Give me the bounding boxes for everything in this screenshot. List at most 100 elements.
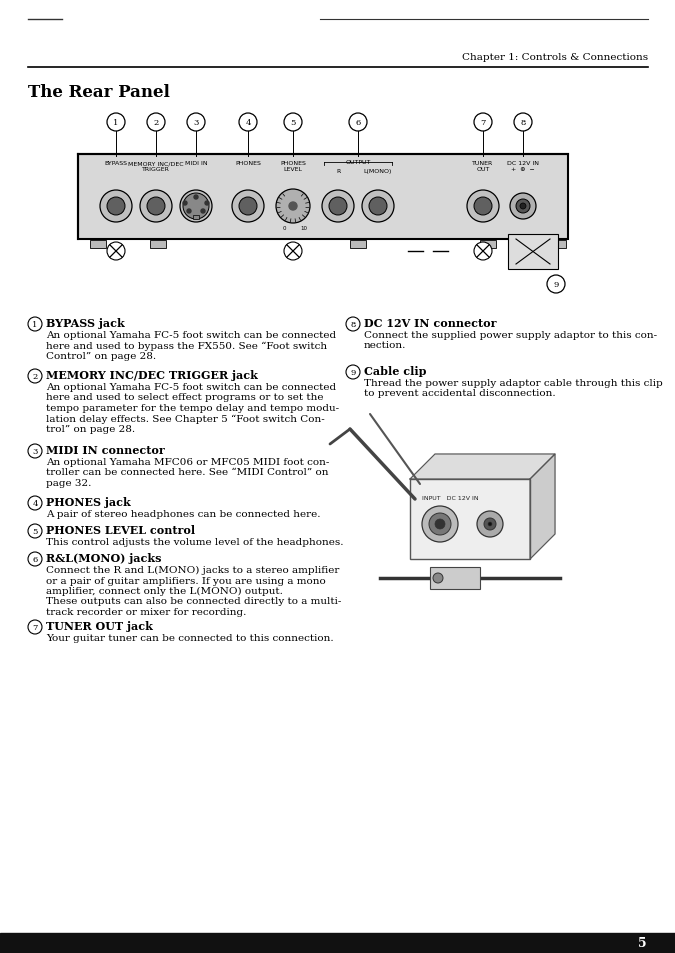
Circle shape xyxy=(28,553,42,566)
Circle shape xyxy=(232,191,264,223)
Circle shape xyxy=(433,574,443,583)
Circle shape xyxy=(194,195,198,200)
Circle shape xyxy=(100,191,132,223)
Text: 3: 3 xyxy=(193,119,198,127)
Text: Connect the R and L(MONO) jacks to a stereo amplifier
or a pair of guitar amplif: Connect the R and L(MONO) jacks to a ste… xyxy=(46,565,342,617)
Bar xyxy=(430,567,480,589)
Circle shape xyxy=(429,514,451,536)
Text: BYPASS: BYPASS xyxy=(105,161,128,166)
Text: BYPASS jack: BYPASS jack xyxy=(46,317,125,329)
Text: MEMORY INC/DEC
TRIGGER: MEMORY INC/DEC TRIGGER xyxy=(128,161,184,172)
Text: 2: 2 xyxy=(32,373,38,380)
Bar xyxy=(350,241,366,249)
Circle shape xyxy=(107,198,125,215)
Circle shape xyxy=(329,198,347,215)
Circle shape xyxy=(349,113,367,132)
Text: The Rear Panel: The Rear Panel xyxy=(28,84,170,101)
Bar xyxy=(90,241,106,249)
Text: TUNER
OUT: TUNER OUT xyxy=(472,161,493,172)
Text: MIDI IN: MIDI IN xyxy=(185,161,207,166)
Text: PHONES LEVEL control: PHONES LEVEL control xyxy=(46,524,195,536)
Text: PHONES
LEVEL: PHONES LEVEL xyxy=(280,161,306,172)
Circle shape xyxy=(474,243,492,261)
Text: 6: 6 xyxy=(355,119,360,127)
Text: 6: 6 xyxy=(32,556,38,563)
Circle shape xyxy=(276,190,310,224)
Text: 5: 5 xyxy=(639,937,647,949)
Circle shape xyxy=(284,243,302,261)
Text: 2: 2 xyxy=(153,119,159,127)
Circle shape xyxy=(205,202,209,206)
Bar xyxy=(410,479,530,559)
Bar xyxy=(508,234,558,270)
Text: 10: 10 xyxy=(300,226,308,231)
Circle shape xyxy=(346,366,360,379)
Text: R&L(MONO) jacks: R&L(MONO) jacks xyxy=(46,553,161,563)
Text: 8: 8 xyxy=(350,320,356,329)
Text: Chapter 1: Controls & Connections: Chapter 1: Controls & Connections xyxy=(462,53,648,62)
Text: An optional Yamaha FC-5 foot switch can be connected
here and used to select eff: An optional Yamaha FC-5 foot switch can … xyxy=(46,382,339,434)
Text: R: R xyxy=(336,169,340,173)
Text: 9: 9 xyxy=(350,369,356,376)
Text: Your guitar tuner can be connected to this connection.: Your guitar tuner can be connected to th… xyxy=(46,634,333,642)
Text: 0: 0 xyxy=(282,226,286,231)
Text: 9: 9 xyxy=(554,281,559,289)
Text: TUNER OUT jack: TUNER OUT jack xyxy=(46,620,153,631)
Circle shape xyxy=(322,191,354,223)
Text: An optional Yamaha FC-5 foot switch can be connected
here and used to bypass the: An optional Yamaha FC-5 foot switch can … xyxy=(46,331,336,361)
Circle shape xyxy=(547,275,565,294)
Circle shape xyxy=(107,243,125,261)
Text: INPUT   DC 12V IN: INPUT DC 12V IN xyxy=(422,496,479,500)
Text: 4: 4 xyxy=(245,119,250,127)
Text: 5: 5 xyxy=(290,119,296,127)
Circle shape xyxy=(477,512,503,537)
Circle shape xyxy=(28,524,42,538)
Text: DC 12V IN connector: DC 12V IN connector xyxy=(364,317,497,329)
Bar xyxy=(480,241,496,249)
Circle shape xyxy=(435,519,445,530)
Circle shape xyxy=(474,198,492,215)
Text: 3: 3 xyxy=(32,448,38,456)
Circle shape xyxy=(107,113,125,132)
Circle shape xyxy=(510,193,536,220)
Text: MIDI IN connector: MIDI IN connector xyxy=(46,444,165,456)
Text: MEMORY INC/DEC TRIGGER jack: MEMORY INC/DEC TRIGGER jack xyxy=(46,370,258,380)
Circle shape xyxy=(516,200,530,213)
Text: L(MONO): L(MONO) xyxy=(364,169,392,173)
Circle shape xyxy=(284,113,302,132)
Bar xyxy=(193,215,199,220)
Text: 8: 8 xyxy=(520,119,526,127)
Circle shape xyxy=(28,444,42,458)
Circle shape xyxy=(28,497,42,511)
FancyBboxPatch shape xyxy=(78,154,568,240)
Circle shape xyxy=(514,113,532,132)
Circle shape xyxy=(289,203,297,211)
Circle shape xyxy=(147,113,165,132)
Circle shape xyxy=(180,191,212,223)
Text: DC 12V IN
+  ⊕  −: DC 12V IN + ⊕ − xyxy=(507,161,539,172)
Circle shape xyxy=(474,113,492,132)
Text: OUTPUT: OUTPUT xyxy=(346,160,371,165)
Circle shape xyxy=(484,518,496,531)
Text: An optional Yamaha MFC06 or MFC05 MIDI foot con-
troller can be connected here. : An optional Yamaha MFC06 or MFC05 MIDI f… xyxy=(46,457,329,487)
Circle shape xyxy=(183,202,187,206)
Text: Connect the supplied power supply adaptor to this con-
nection.: Connect the supplied power supply adapto… xyxy=(364,331,657,350)
Polygon shape xyxy=(530,455,555,559)
Circle shape xyxy=(422,506,458,542)
Circle shape xyxy=(520,204,526,210)
Bar xyxy=(0,933,675,953)
Text: This control adjusts the volume level of the headphones.: This control adjusts the volume level of… xyxy=(46,537,344,546)
Text: 1: 1 xyxy=(113,119,119,127)
Circle shape xyxy=(239,113,257,132)
Circle shape xyxy=(147,198,165,215)
Circle shape xyxy=(28,620,42,635)
Text: 1: 1 xyxy=(32,320,38,329)
Text: 5: 5 xyxy=(32,527,38,536)
Circle shape xyxy=(28,317,42,332)
Text: Cable clip: Cable clip xyxy=(364,366,427,376)
Circle shape xyxy=(201,210,205,213)
Text: PHONES: PHONES xyxy=(235,161,261,166)
Circle shape xyxy=(140,191,172,223)
Circle shape xyxy=(467,191,499,223)
Circle shape xyxy=(183,193,209,220)
